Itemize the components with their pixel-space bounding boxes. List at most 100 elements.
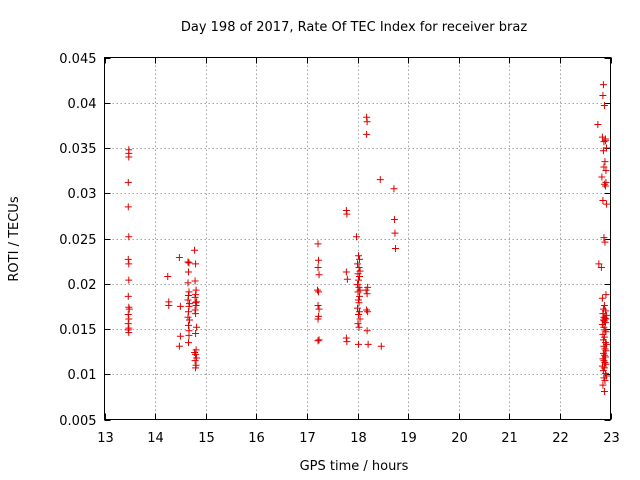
data-point bbox=[315, 336, 323, 344]
data-point bbox=[355, 311, 363, 319]
data-point bbox=[601, 238, 609, 246]
data-point bbox=[356, 273, 364, 281]
data-point bbox=[343, 275, 351, 283]
data-point bbox=[602, 167, 610, 175]
data-point bbox=[602, 291, 610, 299]
data-point bbox=[192, 350, 200, 358]
data-point bbox=[354, 260, 361, 268]
data-point bbox=[343, 210, 351, 218]
data-point bbox=[315, 271, 323, 279]
data-point bbox=[191, 246, 199, 254]
data-point bbox=[601, 319, 609, 327]
data-point bbox=[191, 293, 199, 301]
data-point bbox=[601, 358, 609, 366]
data-point bbox=[598, 133, 606, 141]
data-point bbox=[192, 286, 200, 294]
data-point bbox=[363, 306, 371, 314]
data-point bbox=[193, 323, 201, 331]
data-point bbox=[390, 215, 398, 223]
data-point bbox=[355, 276, 363, 284]
data-point bbox=[125, 260, 133, 268]
data-point bbox=[356, 292, 364, 300]
data-point bbox=[192, 301, 200, 309]
data-point bbox=[363, 118, 371, 126]
y-tick-label: 0.015 bbox=[59, 323, 96, 338]
data-point bbox=[184, 292, 192, 300]
data-point bbox=[314, 263, 322, 271]
data-point bbox=[191, 349, 199, 357]
data-point bbox=[314, 337, 322, 345]
data-point bbox=[191, 306, 199, 314]
data-point bbox=[355, 323, 363, 331]
data-point bbox=[175, 342, 183, 350]
y-tick-label: 0.02 bbox=[68, 278, 97, 293]
data-point bbox=[600, 101, 608, 109]
x-tick-label: 23 bbox=[603, 431, 620, 446]
data-point bbox=[125, 233, 133, 241]
data-point bbox=[600, 138, 608, 146]
data-point bbox=[594, 120, 602, 128]
y-tick-label: 0.005 bbox=[59, 414, 96, 429]
data-point bbox=[598, 173, 606, 181]
data-point bbox=[125, 303, 133, 311]
data-point bbox=[124, 203, 132, 211]
data-point bbox=[176, 302, 184, 310]
data-point bbox=[595, 260, 603, 268]
data-point bbox=[184, 296, 192, 304]
x-tick-label: 14 bbox=[147, 431, 164, 446]
data-point bbox=[601, 326, 609, 334]
data-point bbox=[315, 256, 323, 264]
data-point bbox=[314, 240, 322, 248]
data-point bbox=[185, 288, 193, 296]
data-point bbox=[602, 200, 610, 208]
data-point bbox=[192, 310, 200, 318]
data-point bbox=[314, 286, 322, 294]
data-point bbox=[192, 330, 200, 338]
data-point bbox=[125, 329, 133, 337]
x-tick-label: 16 bbox=[248, 431, 265, 446]
data-point bbox=[185, 302, 193, 310]
data-point bbox=[601, 158, 609, 166]
data-point bbox=[601, 339, 609, 347]
data-point bbox=[391, 229, 399, 237]
data-point bbox=[315, 288, 323, 296]
data-point bbox=[390, 185, 398, 193]
data-point bbox=[355, 299, 363, 307]
data-point bbox=[352, 233, 360, 241]
data-point bbox=[175, 254, 183, 262]
y-tick-label: 0.035 bbox=[59, 142, 96, 157]
x-tick-label: 20 bbox=[451, 431, 468, 446]
y-tick-label: 0.01 bbox=[68, 368, 97, 383]
x-axis-title: GPS time / hours bbox=[300, 459, 409, 474]
data-point bbox=[191, 277, 199, 285]
data-point bbox=[597, 263, 605, 271]
data-point bbox=[184, 268, 192, 276]
data-point bbox=[124, 292, 132, 300]
axis-ticks bbox=[104, 57, 612, 421]
data-point bbox=[184, 279, 192, 287]
data-point bbox=[184, 339, 192, 347]
data-point bbox=[343, 338, 351, 346]
data-point bbox=[363, 290, 371, 298]
data-point bbox=[342, 334, 350, 342]
data-point bbox=[124, 255, 132, 263]
data-point bbox=[184, 258, 192, 266]
data-point bbox=[599, 310, 607, 318]
data-point bbox=[125, 305, 133, 313]
x-tick-label: 18 bbox=[350, 431, 367, 446]
data-point bbox=[362, 286, 370, 294]
x-tick-label: 17 bbox=[299, 431, 316, 446]
data-point bbox=[599, 381, 607, 389]
data-point bbox=[600, 180, 608, 188]
data-point bbox=[191, 357, 199, 365]
data-point bbox=[192, 364, 200, 372]
data-point bbox=[599, 92, 607, 100]
data-point bbox=[363, 113, 371, 121]
x-tick-label: 15 bbox=[198, 431, 215, 446]
data-point bbox=[600, 351, 608, 359]
data-point bbox=[342, 268, 350, 276]
data-point bbox=[599, 147, 607, 155]
data-point bbox=[184, 321, 192, 329]
y-axis-title: ROTI / TECUs bbox=[7, 196, 22, 281]
data-points bbox=[124, 81, 610, 395]
